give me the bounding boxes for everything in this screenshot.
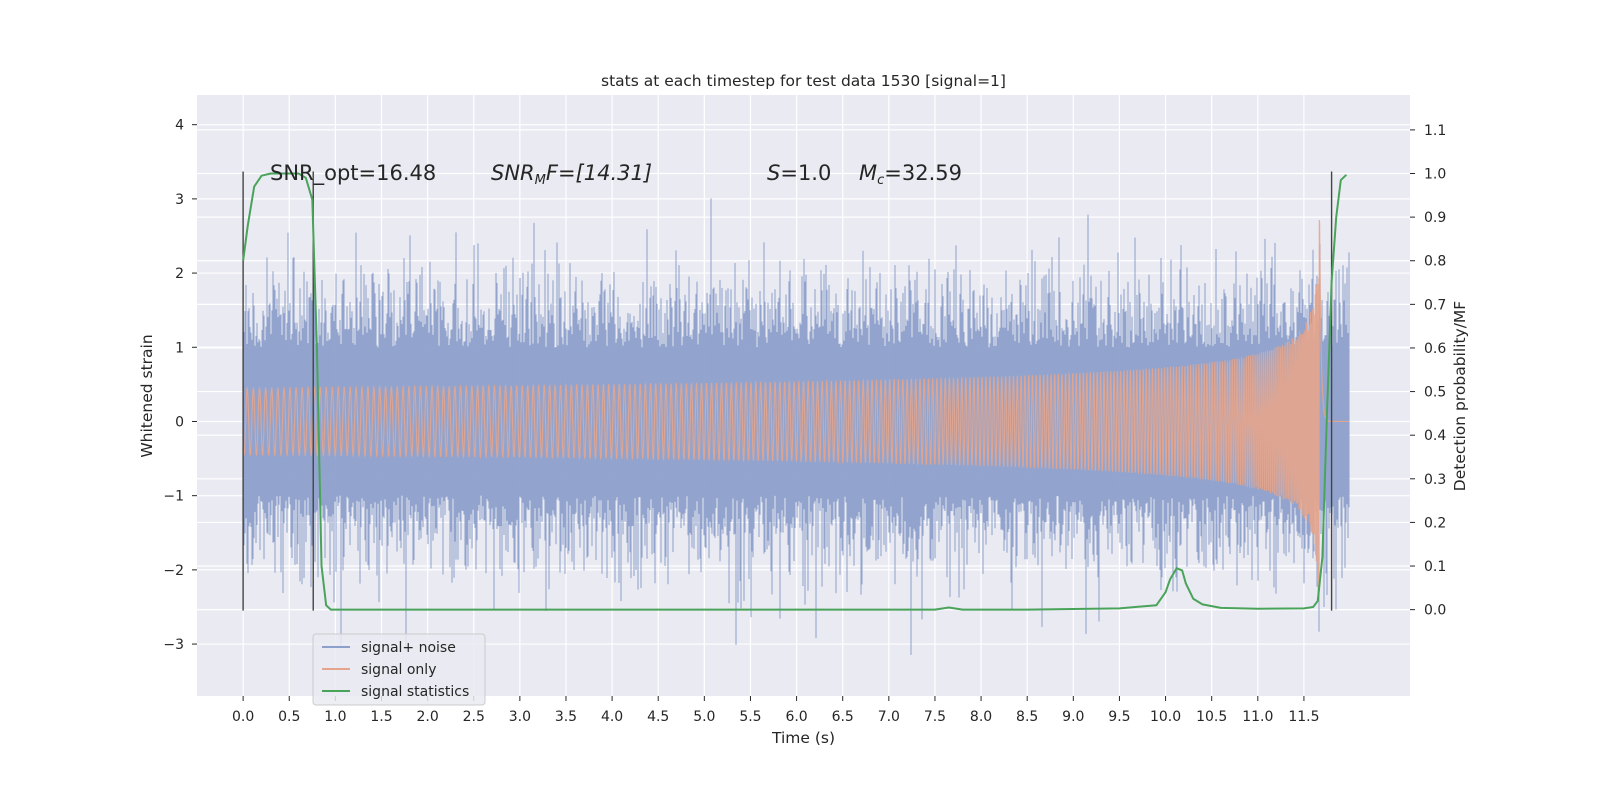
x-tick-label: 2.0 xyxy=(416,709,438,725)
s-annotation: S=1.0 xyxy=(767,161,831,185)
signal-statistics-series xyxy=(242,172,1348,611)
legend-box xyxy=(312,633,486,706)
y2-tick-label: 0.1 xyxy=(1424,559,1446,575)
signal-statistics-line xyxy=(242,172,1348,611)
x-tick-label: 0.0 xyxy=(232,709,254,725)
y-tick-label: −1 xyxy=(163,489,184,505)
x-tick-label: 3.5 xyxy=(555,709,577,725)
signal-only-trace xyxy=(242,220,1350,594)
x-axis: 0.0 0.5 1.0 1.5 2.0 2.5 3.0 3.5 4.0 4.5 5.0 5.5 6.0 6… xyxy=(232,696,1320,725)
x-tick-label: 8.5 xyxy=(1016,709,1038,725)
y-tick-label: 1 xyxy=(175,340,184,356)
y-axis-left: −3 −2 −1 0 1 2 3 4 xyxy=(163,118,197,653)
x-axis-label: Time (s) xyxy=(771,729,835,747)
y2-tick-label: 0.3 xyxy=(1424,472,1446,488)
x-tick-label: 5.0 xyxy=(693,709,715,725)
x-tick-label: 3.0 xyxy=(509,709,531,725)
x-tick-label: 10.0 xyxy=(1150,709,1181,725)
legend-label-signal-only: signal only xyxy=(361,662,436,678)
x-tick-label: 9.5 xyxy=(1108,709,1130,725)
x-tick-label: 7.5 xyxy=(924,709,946,725)
y2-tick-label: 0.4 xyxy=(1424,428,1446,444)
legend-label-signal-statistics: signal statistics xyxy=(361,684,469,700)
x-tick-label: 2.5 xyxy=(463,709,485,725)
x-tick-label: 4.0 xyxy=(601,709,623,725)
x-tick-label: 1.5 xyxy=(370,709,392,725)
y-axis-label: Whitened strain xyxy=(138,334,156,457)
y2-axis-label: Detection probability/MF xyxy=(1451,301,1469,492)
x-tick-label: 10.5 xyxy=(1196,709,1227,725)
y-tick-label: 3 xyxy=(175,192,184,208)
y-tick-label: −2 xyxy=(163,563,184,579)
y2-tick-label: 0.9 xyxy=(1424,210,1446,226)
x-tick-label: 11.0 xyxy=(1242,709,1273,725)
y2-tick-label: 0.0 xyxy=(1424,603,1446,619)
x-tick-label: 8.0 xyxy=(970,709,992,725)
y2-tick-label: 0.7 xyxy=(1424,297,1446,313)
mc-annotation: Mc=32.59 xyxy=(859,161,962,188)
legend-label-signal-noise: signal+ noise xyxy=(361,640,456,656)
y2-tick-label: 1.0 xyxy=(1424,167,1446,183)
x-tick-label: 9.0 xyxy=(1062,709,1084,725)
y2-tick-label: 0.6 xyxy=(1424,341,1446,357)
x-tick-label: 7.0 xyxy=(878,709,900,725)
signal-only-series xyxy=(242,220,1350,594)
y-axis-right: 0.0 0.1 0.2 0.3 0.4 0.5 0.6 0.7 0.8 0.9 1.0 1.1 xyxy=(1410,123,1446,619)
y2-tick-label: 0.5 xyxy=(1424,385,1446,401)
snr-opt-annotation: SNR_opt=16.48 xyxy=(270,161,436,186)
chart-title: stats at each timestep for test data 153… xyxy=(601,72,1006,90)
y2-tick-label: 0.8 xyxy=(1424,254,1446,270)
x-tick-label: 1.0 xyxy=(324,709,346,725)
y2-tick-label: 0.2 xyxy=(1424,515,1446,531)
x-tick-label: 11.5 xyxy=(1288,709,1319,725)
y-tick-label: 2 xyxy=(175,266,184,282)
x-tick-label: 0.5 xyxy=(278,709,300,725)
y2-tick-label: 1.1 xyxy=(1424,123,1446,139)
snr-mf-annotation: SNRMF=[14.31] xyxy=(491,161,652,188)
y-tick-label: 0 xyxy=(175,414,184,430)
x-tick-label: 5.5 xyxy=(739,709,761,725)
x-tick-label: 6.5 xyxy=(832,709,854,725)
y-tick-label: −3 xyxy=(163,637,184,653)
legend: signal+ noise signal only signal statist… xyxy=(312,633,486,706)
x-tick-label: 6.0 xyxy=(785,709,807,725)
y-tick-label: 4 xyxy=(175,118,184,134)
x-tick-label: 4.5 xyxy=(647,709,669,725)
